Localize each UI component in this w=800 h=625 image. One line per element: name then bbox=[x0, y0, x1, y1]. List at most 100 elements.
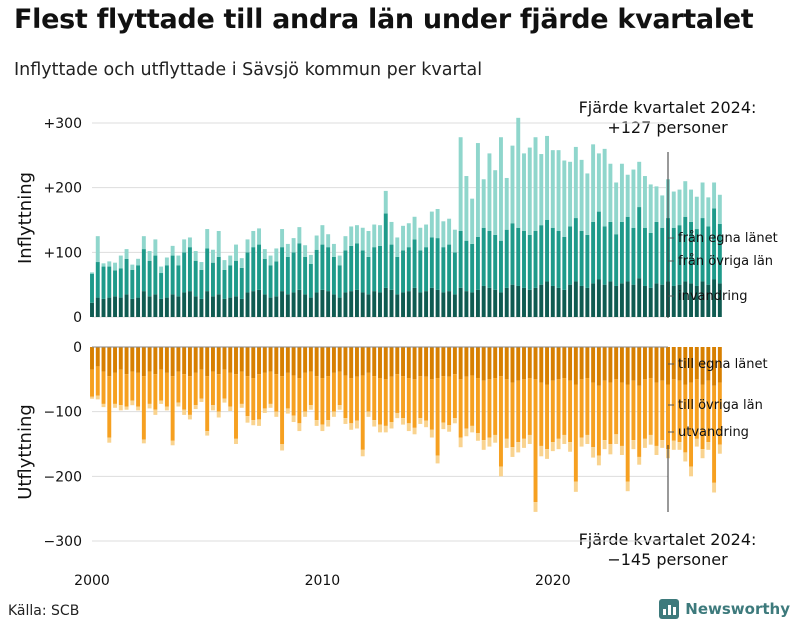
bar-segment bbox=[291, 252, 296, 293]
bar-segment bbox=[222, 260, 227, 270]
bar-segment bbox=[689, 283, 694, 317]
bar-segment bbox=[660, 227, 665, 285]
bar-segment bbox=[418, 418, 423, 424]
bar-segment bbox=[568, 161, 573, 227]
bar-segment bbox=[591, 221, 596, 284]
bar-segment bbox=[556, 438, 561, 450]
bar-segment bbox=[614, 434, 619, 444]
bar-segment bbox=[418, 292, 423, 317]
bar-segment bbox=[429, 379, 434, 430]
bar-segment bbox=[717, 347, 722, 383]
bar-segment bbox=[608, 444, 613, 455]
bar-segment bbox=[591, 447, 596, 458]
bar-segment bbox=[447, 244, 452, 292]
bar-segment bbox=[487, 287, 492, 317]
bar-segment bbox=[510, 347, 515, 383]
bar-segment bbox=[337, 265, 342, 298]
bar-segment bbox=[596, 279, 601, 317]
bar-segment bbox=[216, 411, 221, 418]
bar-segment bbox=[498, 292, 503, 317]
bar-segment bbox=[660, 284, 665, 317]
bar-segment bbox=[395, 237, 400, 257]
bar-segment bbox=[493, 347, 498, 379]
annotation-top-line1: Fjärde kvartalet 2024: bbox=[578, 98, 757, 117]
bar-segment bbox=[136, 297, 141, 317]
bar-segment bbox=[199, 369, 204, 399]
bar-segment bbox=[706, 284, 711, 317]
bar-segment bbox=[153, 409, 158, 415]
bar-segment bbox=[222, 369, 227, 399]
bar-segment bbox=[441, 221, 446, 248]
chart-subtitle: Inflyttade och utflyttade i Sävsjö kommu… bbox=[14, 60, 483, 80]
bar-segment bbox=[147, 403, 152, 409]
bar-segment bbox=[637, 161, 642, 208]
bar-segment bbox=[95, 236, 100, 263]
bar-segment bbox=[516, 442, 521, 453]
bar-segment bbox=[187, 247, 192, 292]
bar-segment bbox=[493, 434, 498, 443]
bar-segment bbox=[706, 442, 711, 450]
bar-segment bbox=[366, 411, 371, 417]
bar-segment bbox=[619, 347, 624, 383]
bar-segment bbox=[331, 372, 336, 412]
bar-segment bbox=[251, 230, 256, 248]
bar-segment bbox=[700, 281, 705, 317]
bar-segment bbox=[533, 137, 538, 231]
bar-segment bbox=[372, 376, 377, 421]
bar-segment bbox=[107, 376, 112, 438]
bar-segment bbox=[596, 455, 601, 466]
bar-segment bbox=[337, 297, 342, 317]
bar-segment bbox=[90, 369, 94, 397]
bar-segment bbox=[406, 223, 411, 248]
bar-segment bbox=[671, 191, 676, 228]
bar-segment bbox=[689, 347, 694, 383]
bar-segment bbox=[579, 285, 584, 317]
bar-segment bbox=[164, 347, 169, 373]
bar-segment bbox=[297, 289, 302, 317]
bar-segment bbox=[406, 423, 411, 432]
bar-segment bbox=[533, 287, 538, 317]
bar-segment bbox=[164, 297, 169, 317]
bar-segment bbox=[683, 347, 688, 385]
bar-segment bbox=[210, 262, 215, 297]
bar-segment bbox=[360, 227, 365, 251]
bar-segment bbox=[268, 255, 273, 266]
bar-segment bbox=[389, 244, 394, 290]
bar-segment bbox=[470, 347, 475, 376]
bar-segment bbox=[291, 375, 296, 416]
bar-segment bbox=[176, 255, 181, 266]
bar-segment bbox=[199, 398, 204, 402]
chart-title: Flest flyttade till andra län under fjär… bbox=[14, 4, 754, 35]
bar-segment bbox=[147, 251, 152, 261]
bar-segment bbox=[700, 384, 705, 450]
bar-segment bbox=[550, 285, 555, 317]
bar-segment bbox=[475, 433, 480, 441]
bar-segment bbox=[666, 384, 670, 450]
bar-segment bbox=[314, 292, 319, 317]
bar-segment bbox=[101, 403, 106, 408]
bar-segment bbox=[516, 117, 521, 228]
bar-segment bbox=[326, 376, 331, 421]
bar-segment bbox=[406, 347, 411, 379]
bar-segment bbox=[568, 284, 573, 317]
bar-segment bbox=[573, 146, 578, 219]
bar-segment bbox=[216, 347, 221, 375]
bar-segment bbox=[585, 434, 590, 444]
bar-segment bbox=[141, 291, 146, 317]
bar-segment bbox=[360, 250, 365, 293]
bar-segment bbox=[199, 269, 204, 299]
bar-segment bbox=[556, 230, 561, 288]
bar-segment bbox=[481, 440, 486, 450]
bar-segment bbox=[113, 403, 118, 408]
bar-segment bbox=[522, 287, 526, 317]
bar-segment bbox=[556, 347, 561, 380]
bar-segment bbox=[510, 447, 515, 457]
bar-segment bbox=[228, 265, 233, 298]
bar-segment bbox=[625, 281, 630, 317]
bar-segment bbox=[447, 347, 452, 377]
bar-segment bbox=[251, 247, 256, 292]
bar-segment bbox=[493, 234, 498, 290]
bar-segment bbox=[435, 238, 440, 290]
bar-segment bbox=[654, 382, 659, 446]
bar-segment bbox=[216, 256, 221, 295]
